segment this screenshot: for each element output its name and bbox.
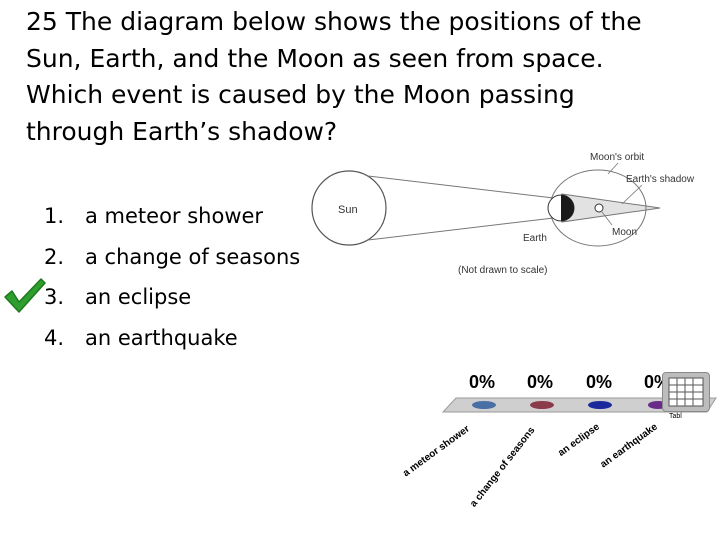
choice-number: 2. <box>44 244 65 269</box>
sunlight-ray-bottom <box>367 216 563 241</box>
poll-bar-1 <box>472 401 496 409</box>
table-grid-icon <box>668 377 704 407</box>
poll-label-3: an eclipse <box>556 421 602 459</box>
choice-label: a change of seasons <box>85 244 301 269</box>
poll-label-4: an earthquake <box>598 421 660 470</box>
choice-number: 1. <box>44 204 65 228</box>
choice-label: a meteor shower <box>85 204 264 228</box>
moon-leader-line <box>601 211 613 226</box>
poll-label-1: a meteor shower <box>401 423 472 479</box>
poll-percent-2: 0% <box>527 372 554 392</box>
poll-percent-3: 0% <box>586 372 613 392</box>
table-view-label: Tabl <box>669 413 682 420</box>
choice-label: an eclipse <box>85 285 192 309</box>
choice-number: 4. <box>44 325 65 350</box>
moons-orbit-label: Moon's orbit <box>590 152 644 163</box>
sun-shape <box>311 170 387 246</box>
choice-label: an earthquake <box>85 325 238 350</box>
sunlight-ray-top <box>367 175 563 200</box>
choice-3[interactable]: 3. an eclipse <box>44 277 300 318</box>
choice-number: 3. <box>44 285 65 309</box>
choice-2[interactable]: 2. a change of seasons <box>44 237 300 278</box>
poll-shelf <box>441 397 717 413</box>
table-view-button[interactable] <box>662 372 710 412</box>
answer-choices: 1. a meteor shower 2. a change of seasons … <box>44 196 300 358</box>
sun-label: Sun <box>338 204 358 216</box>
poll-percent-1: 0% <box>469 372 496 392</box>
poll-results-chart: a meteor shower a change of seasons an e… <box>401 397 717 510</box>
choice-1[interactable]: 1. a meteor shower <box>44 196 300 237</box>
orbit-leader-line <box>607 162 619 175</box>
sun-earth-moon-diagram: Sun Moon's orbit Earth's shadow Earth Mo… <box>311 152 695 276</box>
earth-shadow-shape <box>561 193 661 223</box>
choice-4[interactable]: 4. an earthquake <box>44 318 300 359</box>
earths-shadow-label: Earth's shadow <box>626 174 695 185</box>
poll-bar-3 <box>588 401 612 409</box>
shadow-leader-line <box>621 184 643 205</box>
earth-label: Earth <box>523 233 547 244</box>
poll-label-2: a change of seasons <box>468 425 538 510</box>
question-text: 25 The diagram below shows the positions… <box>26 7 642 146</box>
poll-bar-2 <box>530 401 554 409</box>
moon-shape <box>594 203 604 213</box>
scale-note: (Not drawn to scale) <box>458 265 547 276</box>
earth-night-side <box>561 195 574 221</box>
moon-label: Moon <box>612 227 637 238</box>
checkmark-icon <box>4 278 46 313</box>
